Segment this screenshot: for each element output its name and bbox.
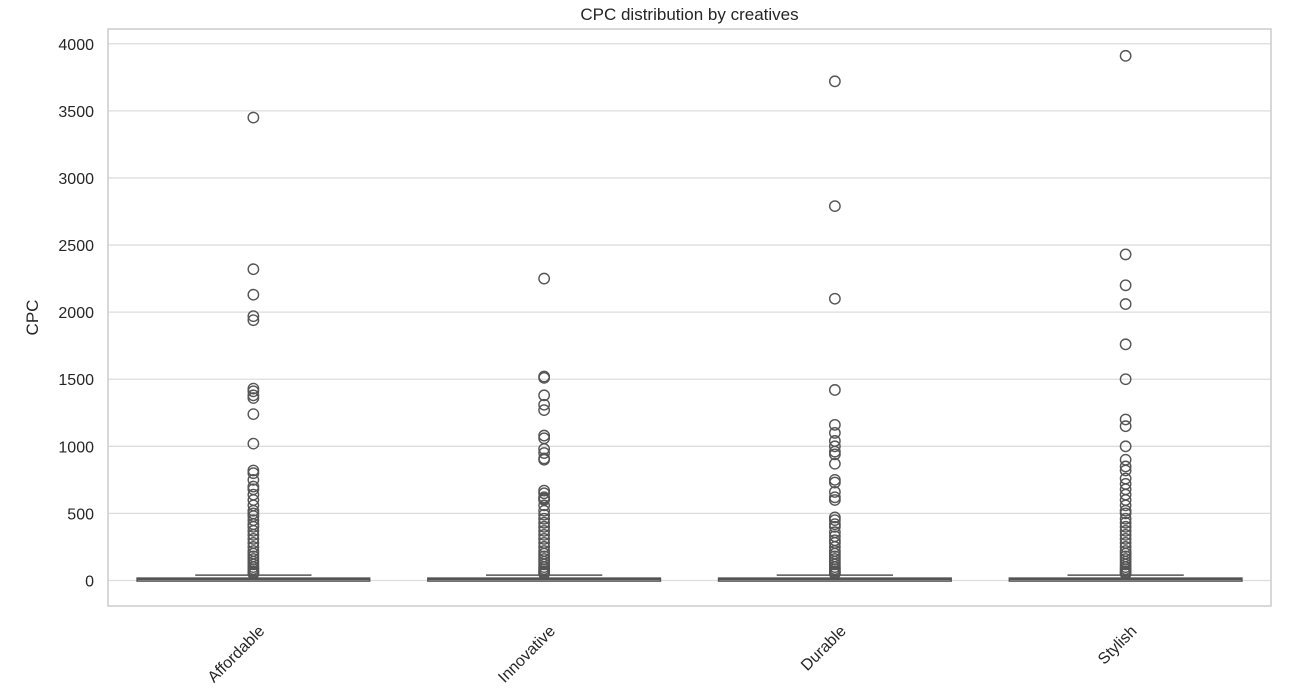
outlier-point xyxy=(538,567,551,580)
outlier-point xyxy=(538,541,551,553)
outliers xyxy=(247,49,1132,580)
outlier-point xyxy=(247,520,260,533)
outlier-point xyxy=(1119,279,1132,292)
outlier-point xyxy=(828,494,841,506)
outlier-point xyxy=(828,426,841,439)
outlier-point xyxy=(247,541,260,553)
outlier-point xyxy=(247,111,260,124)
outlier-point xyxy=(1119,516,1132,529)
outlier-point xyxy=(538,520,551,533)
y-axis-ticks: 0 500 1000 1500 2000 2500 3000 3500 4000 xyxy=(58,37,94,591)
outlier-point xyxy=(828,520,841,533)
y-tick-label: 500 xyxy=(67,506,94,523)
outlier-point xyxy=(538,272,551,285)
outlier-point xyxy=(1119,524,1132,537)
outlier-point xyxy=(828,476,841,489)
outlier-point xyxy=(828,514,841,527)
y-tick-label: 1500 xyxy=(58,372,94,389)
y-axis-label: CPC xyxy=(23,300,42,336)
outliers-durable xyxy=(828,75,841,580)
chart-title: CPC distribution by creatives xyxy=(580,5,798,24)
outlier-point xyxy=(538,504,551,517)
outlier-point xyxy=(828,457,841,470)
outlier-point xyxy=(538,398,551,411)
outlier-point xyxy=(1119,413,1132,426)
outlier-point xyxy=(247,392,260,404)
outliers-innovative xyxy=(538,272,551,580)
outlier-point xyxy=(538,528,551,541)
outlier-point xyxy=(828,384,841,396)
outlier-point xyxy=(247,314,260,327)
plot-frame xyxy=(107,28,1272,607)
y-tick-label: 3500 xyxy=(58,104,94,121)
outlier-point xyxy=(1119,460,1132,473)
outlier-point xyxy=(247,288,260,301)
outlier-point xyxy=(828,292,841,305)
x-axis-ticks: Affordable Innovative Durable Stylish xyxy=(205,623,1141,687)
outlier-point xyxy=(828,418,841,431)
outlier-point xyxy=(538,487,551,500)
outlier-point xyxy=(247,408,260,421)
outlier-point xyxy=(1119,541,1132,553)
outlier-point xyxy=(1119,49,1132,62)
y-tick-label: 3000 xyxy=(58,171,94,188)
outlier-point xyxy=(1119,533,1132,545)
outlier-point xyxy=(1119,499,1132,512)
outliers-affordable xyxy=(247,111,260,580)
y-tick-label: 2500 xyxy=(58,238,94,255)
outlier-point xyxy=(538,404,551,416)
outlier-point xyxy=(1119,420,1132,433)
outlier-point xyxy=(828,440,841,453)
y-tick-label: 4000 xyxy=(58,37,94,54)
y-tick-label: 2000 xyxy=(58,305,94,322)
outlier-point xyxy=(1119,248,1132,261)
outlier-point xyxy=(247,528,260,541)
outlier-point xyxy=(247,437,260,450)
outlier-point xyxy=(538,371,551,384)
outlier-point xyxy=(1119,464,1132,477)
outlier-point xyxy=(828,200,841,213)
outlier-point xyxy=(538,524,551,537)
outlier-point xyxy=(247,533,260,545)
outlier-point xyxy=(1119,528,1132,541)
outlier-point xyxy=(1119,512,1132,525)
outlier-point xyxy=(538,447,551,459)
outlier-point xyxy=(1119,507,1132,520)
outlier-point xyxy=(828,75,841,88)
outlier-point xyxy=(1119,440,1132,453)
outlier-point xyxy=(828,448,841,461)
outliers-stylish xyxy=(1119,49,1132,580)
outlier-point xyxy=(538,533,551,545)
outlier-point xyxy=(1119,567,1132,580)
x-tick-label: Innovative xyxy=(495,623,559,687)
outlier-point xyxy=(538,453,551,466)
y-tick-label: 0 xyxy=(85,574,94,591)
outlier-point xyxy=(538,512,551,525)
x-tick-label: Stylish xyxy=(1095,623,1140,668)
x-tick-label: Affordable xyxy=(205,623,268,686)
outlier-point xyxy=(247,473,260,486)
outlier-point xyxy=(247,567,260,580)
outlier-point xyxy=(828,567,841,580)
outlier-point xyxy=(1119,373,1132,386)
outlier-point xyxy=(247,385,260,398)
outlier-point xyxy=(1119,298,1132,310)
outlier-point xyxy=(538,508,551,521)
grid-lines xyxy=(108,43,1271,582)
outlier-point xyxy=(538,516,551,529)
x-tick-label: Durable xyxy=(798,623,850,675)
outlier-point xyxy=(828,541,841,553)
outlier-point xyxy=(538,389,551,402)
outlier-point xyxy=(538,499,551,512)
outlier-point xyxy=(247,524,260,537)
outlier-point xyxy=(1119,520,1132,533)
outlier-point xyxy=(1119,338,1132,351)
outlier-point xyxy=(828,486,841,498)
outlier-point xyxy=(247,310,260,323)
outlier-point xyxy=(247,467,260,480)
y-tick-label: 1000 xyxy=(58,439,94,456)
outlier-point xyxy=(247,263,260,276)
